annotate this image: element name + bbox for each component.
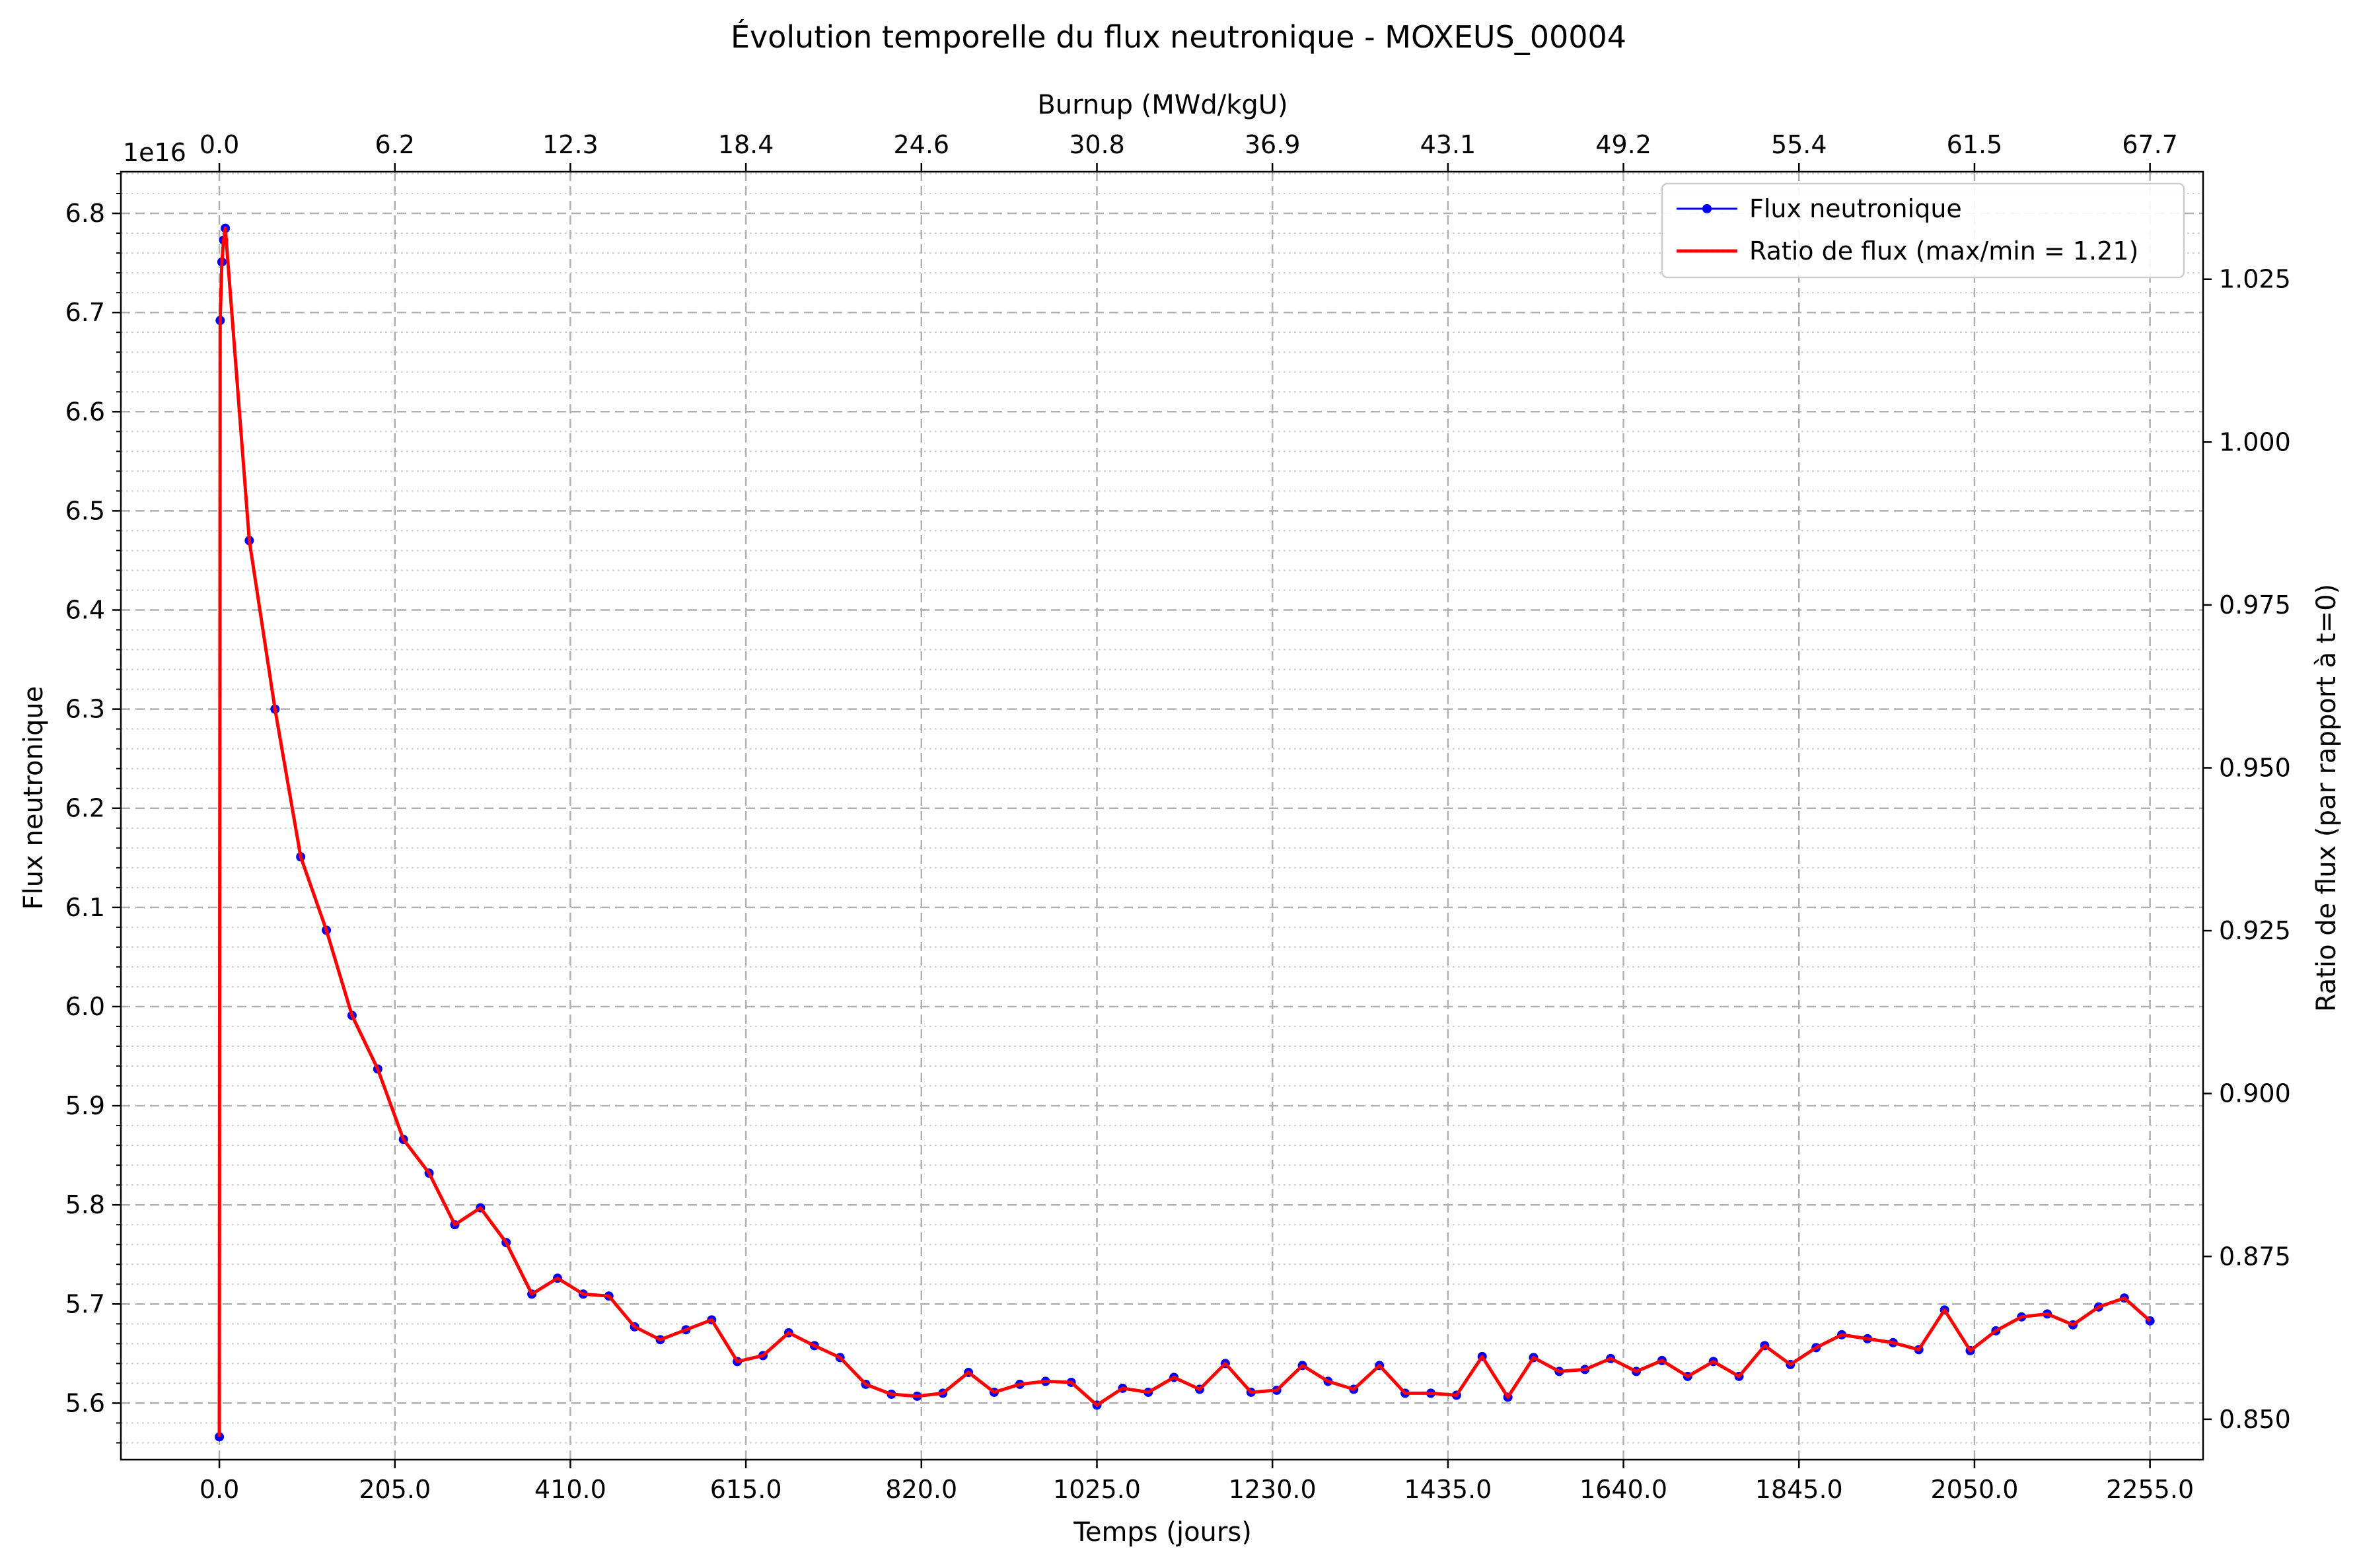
x-tick-label: 2050.0 (1930, 1475, 2018, 1504)
x-tick-label: 1845.0 (1755, 1475, 1843, 1504)
y-tick-label: 5.8 (65, 1190, 105, 1219)
y-tick-label: 6.3 (65, 695, 105, 724)
y-tick-label: 6.5 (65, 496, 105, 525)
x-tick-label: 2255.0 (2106, 1475, 2194, 1504)
axis-ticks: 5.6 5.7 5.8 5.9 6.0 6.1 6.2 6.3 6.4 6.5 6.6 6.7 6.8 0… (65, 130, 2291, 1504)
top-x-tick-label: 36.9 (1245, 130, 1301, 159)
top-x-tick-label: 12.3 (542, 130, 598, 159)
top-x-tick-label: 61.5 (1947, 130, 2003, 159)
x-tick-label: 1230.0 (1229, 1475, 1317, 1504)
right-y-axis-label: Ratio de flux (par rapport à t=0) (2311, 584, 2342, 1012)
legend: Flux neutronique Ratio de flux (max/min … (1661, 182, 2185, 279)
top-x-tick-label: 49.2 (1595, 130, 1651, 159)
y-tick-label: 6.2 (65, 794, 105, 823)
right-y-tick-label: 0.950 (2219, 754, 2291, 783)
y-axis-label: Flux neutronique (18, 686, 49, 910)
chart-title: Évolution temporelle du flux neutronique… (731, 19, 1626, 55)
y-tick-label: 6.8 (65, 199, 105, 228)
x-tick-label: 0.0 (199, 1475, 239, 1504)
legend-label-ratio: Ratio de flux (max/min = 1.21) (1749, 236, 2138, 266)
y-tick-label: 5.6 (65, 1388, 105, 1417)
x-tick-label: 615.0 (710, 1475, 782, 1504)
y-tick-label: 5.9 (65, 1091, 105, 1120)
top-x-tick-label: 0.0 (199, 130, 239, 159)
right-y-tick-label: 0.875 (2219, 1242, 2291, 1271)
x-tick-label: 410.0 (534, 1475, 606, 1504)
y-tick-label: 6.1 (65, 893, 105, 922)
top-x-tick-label: 30.8 (1069, 130, 1125, 159)
top-x-tick-label: 24.6 (894, 130, 950, 159)
x-axis-label: Temps (jours) (1073, 1517, 1252, 1548)
y-tick-label: 6.4 (65, 596, 105, 625)
right-y-tick-label: 0.900 (2219, 1079, 2291, 1108)
y-tick-label: 6.6 (65, 397, 105, 426)
right-y-tick-label: 0.925 (2219, 916, 2291, 945)
legend-label-flux: Flux neutronique (1749, 194, 1962, 223)
y-axis-offset-text: 1e16 (123, 138, 186, 167)
top-x-tick-label: 18.4 (718, 130, 774, 159)
y-tick-label: 5.7 (65, 1289, 105, 1318)
legend-box (1661, 182, 2185, 279)
x-tick-label: 1025.0 (1053, 1475, 1141, 1504)
axes-frame (120, 170, 2204, 1461)
x-tick-label: 1640.0 (1579, 1475, 1667, 1504)
right-y-tick-label: 0.850 (2219, 1405, 2291, 1434)
legend-flux-marker (1702, 204, 1712, 213)
top-x-tick-label: 43.1 (1420, 130, 1476, 159)
plot-area (215, 223, 2155, 1442)
right-y-tick-label: 1.000 (2219, 427, 2291, 456)
right-y-tick-label: 0.975 (2219, 590, 2291, 620)
y-tick-label: 6.7 (65, 298, 105, 327)
top-x-axis-label: Burnup (MWd/kgU) (1037, 90, 1287, 120)
top-x-tick-label: 67.7 (2122, 130, 2178, 159)
grid-lines (121, 172, 2203, 1460)
top-x-tick-label: 55.4 (1771, 130, 1827, 159)
x-tick-label: 1435.0 (1404, 1475, 1492, 1504)
ratio-series-line (217, 227, 2152, 1437)
x-tick-label: 820.0 (885, 1475, 957, 1504)
y-tick-label: 6.0 (65, 992, 105, 1021)
top-x-tick-label: 6.2 (375, 130, 415, 159)
x-tick-label: 205.0 (359, 1475, 431, 1504)
right-y-tick-label: 1.025 (2219, 265, 2291, 294)
